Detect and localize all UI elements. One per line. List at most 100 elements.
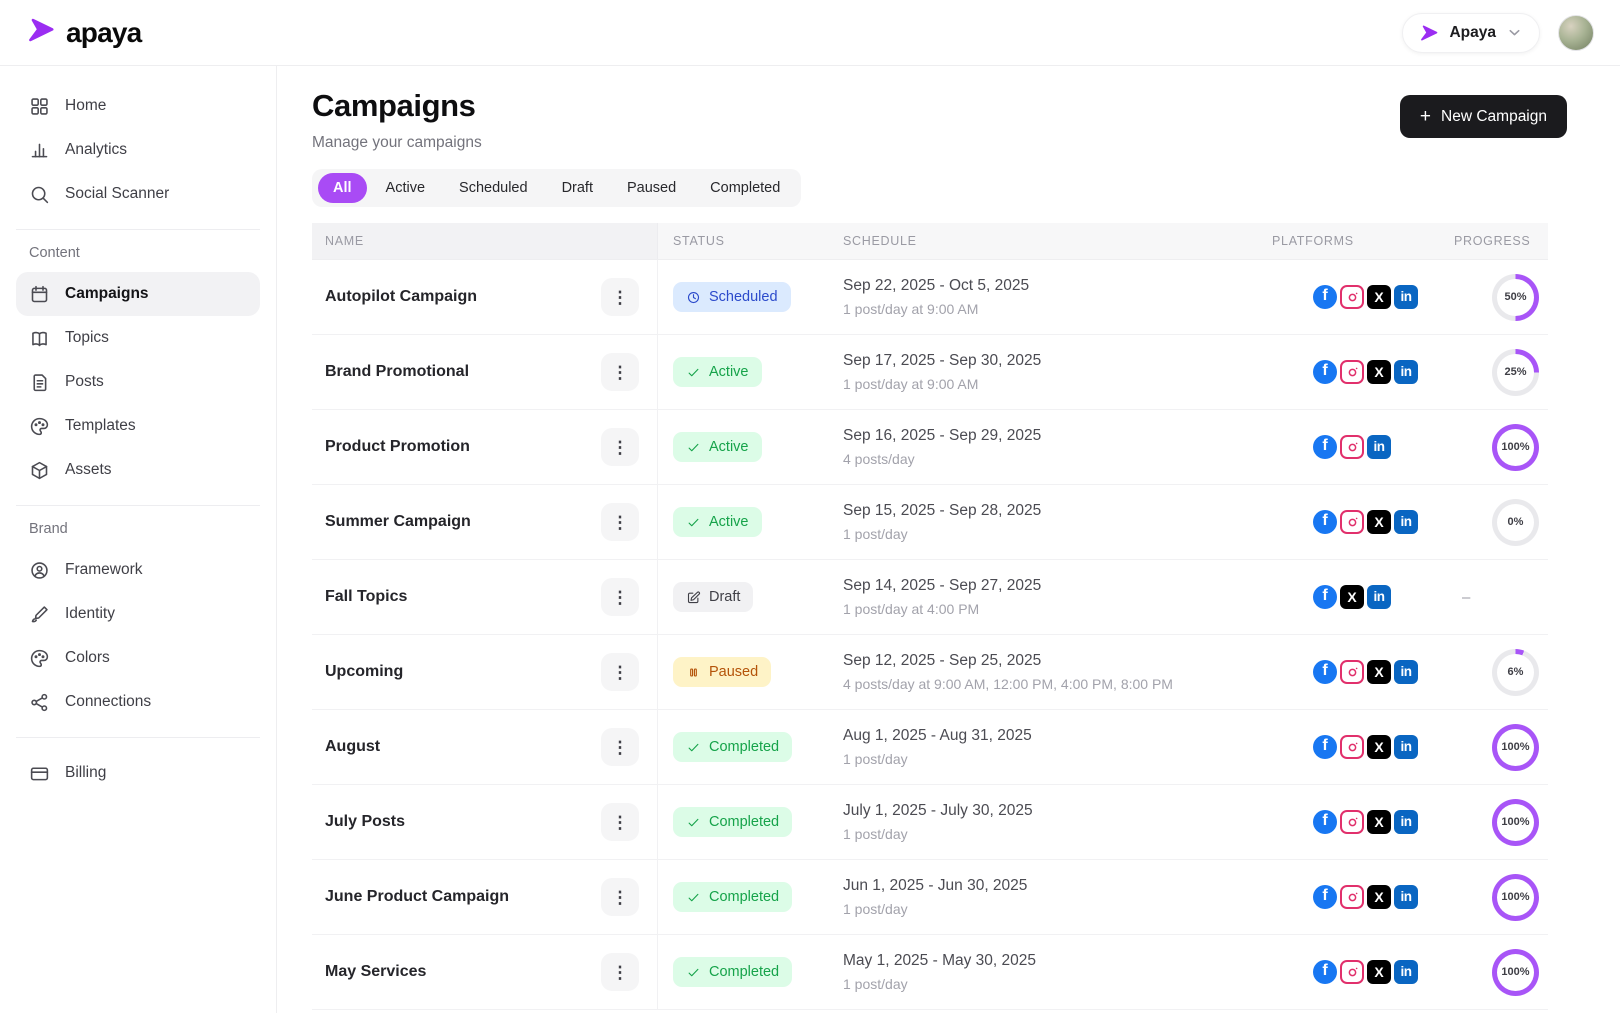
instagram-icon [1340,660,1364,684]
schedule-cell: Sep 14, 2025 - Sep 27, 2025 1 post/day at… [828,560,1250,634]
status-badge: Active [673,432,762,462]
row-menu-button[interactable]: ⋮ [601,953,639,991]
sidebar-item-identity[interactable]: Identity [16,592,260,636]
instagram-icon [1340,510,1364,534]
status-badge: Draft [673,582,754,612]
sidebar-item-connections[interactable]: Connections [16,680,260,724]
schedule-date-range: Jun 1, 2025 - Jun 30, 2025 [843,877,1028,894]
sidebar-item-templates[interactable]: Templates [16,404,260,448]
filter-tab-draft[interactable]: Draft [561,180,593,196]
table-row[interactable]: Autopilot Campaign ⋮ Scheduled Sep 22, 2025… [312,260,1548,335]
sidebar-item-billing[interactable]: Billing [16,751,260,795]
sidebar-item-framework[interactable]: Framework [16,548,260,592]
instagram-icon [1340,435,1364,459]
sidebar-item-posts[interactable]: Posts [16,360,260,404]
row-menu-button[interactable]: ⋮ [601,578,639,616]
table-row[interactable]: May Services ⋮ Completed May 1, 2025 - May … [312,935,1548,1010]
row-menu-button[interactable]: ⋮ [601,278,639,316]
facebook-icon: f [1313,735,1337,759]
instagram-icon [1340,960,1364,984]
row-menu-button[interactable]: ⋮ [601,653,639,691]
check-icon [686,815,701,830]
progress-ring: 100% [1492,873,1539,921]
progress-ring: 100% [1492,723,1539,771]
table-row[interactable]: Fall Topics ⋮ Draft Sep 14, 2025 - Sep 27, … [312,560,1548,635]
facebook-icon: f [1313,810,1337,834]
table-row[interactable]: June Product Campaign ⋮ Completed Jun 1, 20… [312,860,1548,935]
table-row[interactable]: Upcoming ⋮ Paused Sep 12, 2025 - Sep 25, 20… [312,635,1548,710]
status-cell: Active [658,335,828,409]
schedule-date-range: Sep 17, 2025 - Sep 30, 2025 [843,352,1042,369]
row-menu-button[interactable]: ⋮ [601,428,639,466]
sidebar-section-label: Brand [29,521,68,537]
schedule-frequency: 1 post/day [843,826,908,842]
page-subtitle: Manage your campaigns [312,134,482,151]
brush-icon [29,604,50,625]
filter-tab-completed[interactable]: Completed [710,180,781,196]
progress-value: 100% [1497,878,1534,916]
progress-cell: 50% [1440,260,1548,334]
table-row[interactable]: August ⋮ Completed Aug 1, 2025 - Aug 31, 20… [312,710,1548,785]
campaign-name: May Services [325,963,427,980]
sidebar-item-label: Colors [65,649,110,666]
schedule-frequency: 1 post/day at 9:00 AM [843,301,979,317]
status-badge: Completed [673,957,793,987]
table-row[interactable]: Summer Campaign ⋮ Active Sep 15, 2025 - Sep… [312,485,1548,560]
x-icon: X [1367,510,1391,534]
status-cell: Active [658,485,828,559]
sidebar-item-colors[interactable]: Colors [16,636,260,680]
chevron-down-icon [1506,24,1523,41]
row-menu-button[interactable]: ⋮ [601,353,639,391]
schedule-frequency: 4 posts/day at 9:00 AM, 12:00 PM, 4:00 P… [843,676,1173,692]
filter-tab-all[interactable]: All [318,173,367,203]
filter-tab-paused[interactable]: Paused [626,180,677,196]
linkedin-icon: in [1367,585,1391,609]
row-menu-button[interactable]: ⋮ [601,503,639,541]
sidebar-item-assets[interactable]: Assets [16,448,260,492]
page-title: Campaigns [312,88,476,123]
book-icon [29,328,50,349]
campaign-name: Brand Promotional [325,363,470,380]
status-badge: Scheduled [673,282,791,312]
campaigns-table: NAME STATUS SCHEDULE PLATFORMS PROGRESS Auto… [312,223,1548,1010]
sidebar-item-analytics[interactable]: Analytics [16,128,260,172]
sidebar-item-topics[interactable]: Topics [16,316,260,360]
name-cell: Brand Promotional ⋮ [312,335,658,409]
row-menu-button[interactable]: ⋮ [601,728,639,766]
progress-value: 100% [1497,728,1534,766]
sidebar-divider [16,737,260,738]
row-menu-button[interactable]: ⋮ [601,878,639,916]
sidebar-item-campaigns[interactable]: Campaigns [16,272,260,316]
status-cell: Paused [658,635,828,709]
x-icon: X [1367,885,1391,909]
status-label: Completed [709,889,780,905]
table-row[interactable]: Brand Promotional ⋮ Active Sep 17, 2025 - S… [312,335,1548,410]
user-avatar[interactable] [1558,14,1594,51]
new-campaign-button[interactable]: + New Campaign [1399,95,1567,138]
org-label: Apaya [1449,23,1496,41]
org-switcher-button[interactable]: Apaya [1402,12,1540,53]
schedule-frequency: 1 post/day [843,976,908,992]
row-menu-button[interactable]: ⋮ [601,803,639,841]
progress-cell: 100% [1440,935,1548,1009]
filter-tab-active[interactable]: Active [385,180,426,196]
sidebar-item-home[interactable]: Home [16,84,260,128]
sidebar-item-social-scanner[interactable]: Social Scanner [16,172,260,216]
progress-ring: 50% [1492,273,1539,321]
x-icon: X [1367,660,1391,684]
linkedin-icon: in [1394,285,1418,309]
table-row[interactable]: Product Promotion ⋮ Active Sep 16, 2025 - S… [312,410,1548,485]
document-icon [29,372,50,393]
filter-tab-scheduled[interactable]: Scheduled [459,180,528,196]
status-badge: Completed [673,732,793,762]
status-label: Active [709,514,749,530]
schedule-cell: July 1, 2025 - July 30, 2025 1 post/day [828,785,1250,859]
x-icon: X [1367,960,1391,984]
linkedin-icon: in [1394,360,1418,384]
table-row[interactable]: July Posts ⋮ Completed July 1, 2025 - July … [312,785,1548,860]
name-cell: Summer Campaign ⋮ [312,485,658,559]
credit-card-icon [29,763,50,784]
